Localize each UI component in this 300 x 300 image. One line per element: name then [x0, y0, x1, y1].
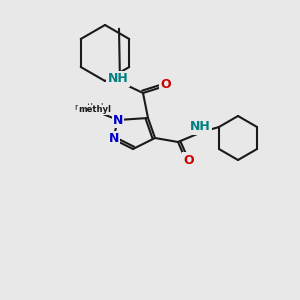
- Text: NH: NH: [108, 73, 128, 85]
- Text: methyl: methyl: [79, 106, 112, 115]
- Text: N: N: [109, 133, 119, 146]
- Text: NH: NH: [190, 121, 210, 134]
- Text: methyl: methyl: [74, 103, 104, 112]
- Text: O: O: [161, 79, 171, 92]
- Text: methyl: methyl: [96, 110, 101, 111]
- Text: N: N: [113, 113, 123, 127]
- Text: O: O: [184, 154, 194, 166]
